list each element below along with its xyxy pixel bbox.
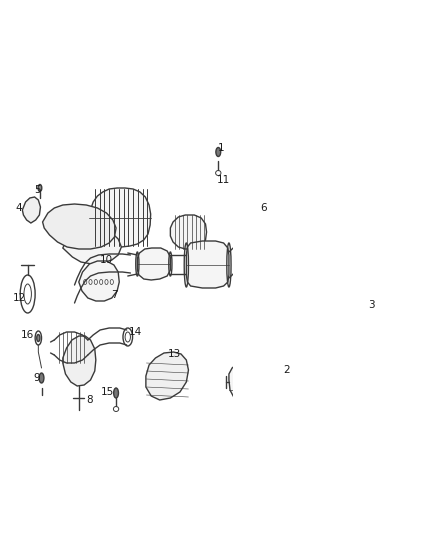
Polygon shape [138, 248, 170, 280]
Polygon shape [170, 215, 207, 249]
Ellipse shape [39, 373, 44, 383]
Text: 16: 16 [21, 330, 34, 340]
Polygon shape [63, 336, 96, 386]
Text: 7: 7 [111, 290, 118, 300]
Ellipse shape [38, 184, 42, 191]
Text: 14: 14 [129, 327, 142, 337]
Ellipse shape [114, 388, 118, 398]
Text: 10: 10 [100, 255, 113, 265]
Polygon shape [22, 197, 40, 223]
Polygon shape [186, 241, 229, 288]
Text: 3: 3 [368, 300, 375, 310]
Text: 9: 9 [33, 373, 39, 383]
Polygon shape [89, 188, 151, 247]
Ellipse shape [367, 303, 372, 311]
Polygon shape [146, 352, 188, 400]
Text: 8: 8 [86, 395, 93, 405]
Polygon shape [229, 356, 300, 411]
Text: 4: 4 [16, 203, 22, 213]
Text: 5: 5 [34, 185, 41, 195]
Polygon shape [63, 228, 121, 264]
Polygon shape [79, 261, 119, 301]
Text: 13: 13 [168, 349, 181, 359]
Polygon shape [42, 204, 116, 249]
Text: 1: 1 [218, 143, 224, 153]
Text: 6: 6 [260, 203, 267, 213]
Ellipse shape [216, 148, 221, 157]
Text: 11: 11 [217, 175, 230, 185]
Text: 2: 2 [283, 365, 290, 375]
Text: 12: 12 [13, 293, 26, 303]
Ellipse shape [37, 335, 40, 342]
Text: 15: 15 [101, 387, 114, 397]
